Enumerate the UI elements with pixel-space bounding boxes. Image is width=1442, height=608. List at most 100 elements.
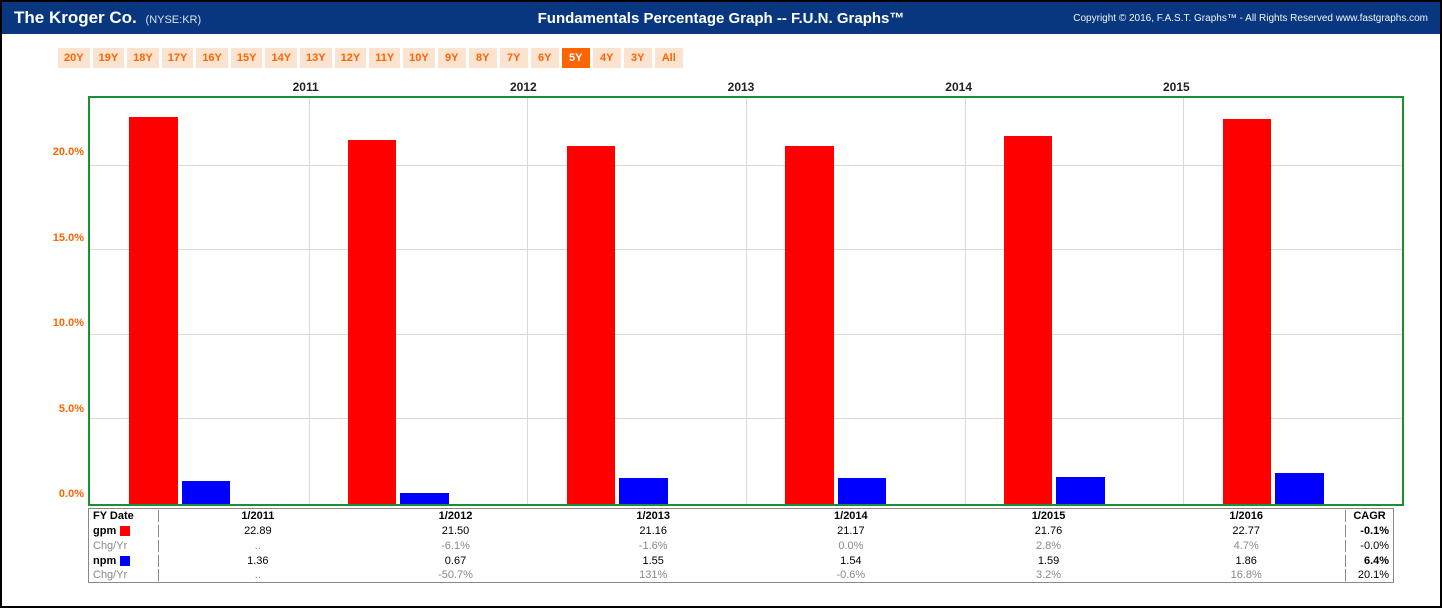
table-cell: 2.8% (950, 540, 1148, 552)
npm-bar (619, 478, 667, 504)
gpm-bar (567, 146, 615, 504)
range-btn-6y[interactable]: 6Y (531, 48, 559, 68)
year-label: 2012 (510, 80, 537, 94)
table-cell: 16.8% (1147, 569, 1345, 581)
vertical-gridline (1183, 98, 1184, 504)
range-btn-17y[interactable]: 17Y (162, 48, 194, 68)
table-cell: 22.89 (159, 525, 357, 537)
table-row: Chg/Yr..-50.7%131%-0.6%3.2%16.8%20.1% (88, 568, 1394, 583)
range-btn-20y[interactable]: 20Y (58, 48, 90, 68)
table-cell: -6.1% (357, 540, 555, 552)
chart-plot-area (88, 96, 1404, 506)
table-cell: 3.2% (950, 569, 1148, 581)
table-cell: 0.67 (357, 555, 555, 567)
table-cell: 21.17 (752, 525, 950, 537)
table-cagr-cell: -0.0% (1345, 540, 1393, 552)
table-cell: 0.0% (752, 540, 950, 552)
gpm-bar (129, 117, 177, 504)
company-name: The Kroger Co. (14, 8, 137, 27)
range-btn-16y[interactable]: 16Y (196, 48, 228, 68)
table-cagr-cell: 6.4% (1345, 555, 1393, 567)
range-btn-10y[interactable]: 10Y (403, 48, 435, 68)
legend-swatch-icon (120, 526, 130, 536)
content-area: 20Y19Y18Y17Y16Y15Y14Y13Y12Y11Y10Y9Y8Y7Y6… (2, 34, 1440, 587)
table-cell: .. (159, 569, 357, 581)
table-row: Chg/Yr..-6.1%-1.6%0.0%2.8%4.7%-0.0% (88, 538, 1394, 553)
npm-bar (838, 478, 886, 504)
table-cell: -50.7% (357, 569, 555, 581)
gpm-bar (1223, 119, 1271, 504)
table-cell: 131% (554, 569, 752, 581)
npm-bar (400, 493, 448, 504)
range-btn-18y[interactable]: 18Y (127, 48, 159, 68)
table-header-date: 1/2016 (1147, 510, 1345, 522)
vertical-gridline (746, 98, 747, 504)
graph-title: Fundamentals Percentage Graph -- F.U.N. … (538, 10, 905, 27)
year-header-row: 2011 2012 2013 2014 2015 (88, 80, 1394, 96)
y-axis-tick: 15.0% (53, 232, 84, 244)
horizontal-gridline (90, 165, 1402, 166)
y-axis-tick: 5.0% (59, 403, 84, 415)
table-row: gpm22.8921.5021.1621.1721.7622.77-0.1% (88, 523, 1394, 538)
range-btn-14y[interactable]: 14Y (265, 48, 297, 68)
range-btn-13y[interactable]: 13Y (300, 48, 332, 68)
range-btn-7y[interactable]: 7Y (500, 48, 528, 68)
range-btn-8y[interactable]: 8Y (469, 48, 497, 68)
table-cell: -0.6% (752, 569, 950, 581)
data-table: FY Date1/20111/20121/20131/20141/20151/2… (88, 508, 1394, 583)
table-cell: 4.7% (1147, 540, 1345, 552)
npm-bar (182, 481, 230, 504)
year-label: 2013 (728, 80, 755, 94)
range-btn-4y[interactable]: 4Y (593, 48, 621, 68)
y-axis-tick: 0.0% (59, 488, 84, 500)
vertical-gridline (965, 98, 966, 504)
gpm-bar (348, 140, 396, 504)
table-cell: 21.16 (554, 525, 752, 537)
table-header-date: 1/2014 (752, 510, 950, 522)
horizontal-gridline (90, 418, 1402, 419)
table-header-date: 1/2013 (554, 510, 752, 522)
y-axis-tick: 10.0% (53, 317, 84, 329)
year-label: 2015 (1163, 80, 1190, 94)
npm-bar (1056, 477, 1104, 504)
y-axis: 0.0%5.0%10.0%15.0%20.0% (38, 96, 88, 506)
table-header-date: 1/2011 (159, 510, 357, 522)
table-cagr-cell: -0.1% (1345, 525, 1393, 537)
table-cell: 22.77 (1147, 525, 1345, 537)
year-label: 2014 (945, 80, 972, 94)
horizontal-gridline (90, 249, 1402, 250)
range-btn-all[interactable]: All (655, 48, 683, 68)
table-cell: 21.76 (950, 525, 1148, 537)
app-inner: The Kroger Co. (NYSE:KR) Fundamentals Pe… (2, 2, 1440, 606)
table-cell: 1.55 (554, 555, 752, 567)
range-btn-3y[interactable]: 3Y (624, 48, 652, 68)
gpm-bar (1004, 136, 1052, 504)
horizontal-gridline (90, 334, 1402, 335)
range-btn-12y[interactable]: 12Y (335, 48, 367, 68)
year-label: 2011 (293, 80, 319, 94)
company-ticker: (NYSE:KR) (146, 14, 202, 26)
table-row-label: Chg/Yr (89, 540, 159, 552)
app-frame: The Kroger Co. (NYSE:KR) Fundamentals Pe… (0, 0, 1442, 608)
chart-wrap: 0.0%5.0%10.0%15.0%20.0% (38, 96, 1404, 506)
copyright-text: Copyright © 2016, F.A.S.T. Graphs™ - All… (1073, 13, 1428, 24)
range-btn-5y[interactable]: 5Y (562, 48, 590, 68)
table-row: npm1.360.671.551.541.591.866.4% (88, 553, 1394, 568)
range-btn-9y[interactable]: 9Y (438, 48, 466, 68)
table-row-label: Chg/Yr (89, 569, 159, 581)
range-selector: 20Y19Y18Y17Y16Y15Y14Y13Y12Y11Y10Y9Y8Y7Y6… (58, 48, 1404, 68)
range-btn-15y[interactable]: 15Y (231, 48, 263, 68)
title-bar: The Kroger Co. (NYSE:KR) Fundamentals Pe… (2, 2, 1440, 34)
table-cell: 1.54 (752, 555, 950, 567)
table-header-cagr: CAGR (1345, 510, 1393, 522)
gpm-bar (785, 146, 833, 504)
table-row-label: npm (89, 555, 159, 567)
range-btn-19y[interactable]: 19Y (93, 48, 125, 68)
range-btn-11y[interactable]: 11Y (369, 48, 400, 68)
npm-bar (1275, 473, 1323, 504)
table-cell: 21.50 (357, 525, 555, 537)
vertical-gridline (527, 98, 528, 504)
table-header-fy: FY Date (89, 510, 159, 522)
table-row-label: gpm (89, 525, 159, 537)
table-cagr-cell: 20.1% (1345, 569, 1393, 581)
